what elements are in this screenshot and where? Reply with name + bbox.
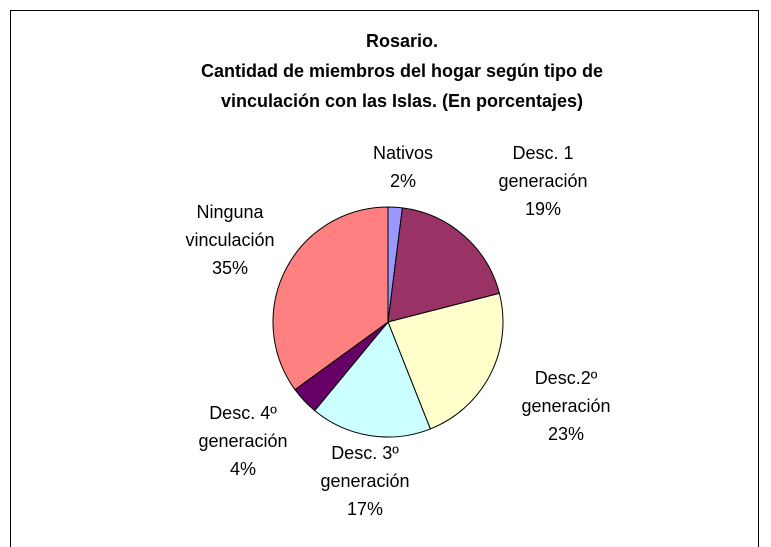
slice-value: 23% [547,424,585,444]
slice-name: Desc. 4º generación [198,403,288,451]
slice-label: Desc.2º generación 23% [501,364,631,448]
slice-value: 2% [389,171,416,191]
slice-name: Desc. 3º generación [320,443,410,491]
pie-slice [387,207,500,323]
slice-value: 17% [346,499,384,519]
chart-title: Cantidad de miembros del hogar según tip… [201,61,603,81]
pie-slice [387,292,504,430]
slice-label: Desc. 1 generación 19% [478,139,608,223]
slice-name: Nativos [372,143,434,163]
slice-label: Desc. 4º generación 4% [178,399,308,483]
slice-label: Nativos 2% [338,139,468,195]
slice-name: Desc. 1 generación [498,143,588,191]
pie-slice [272,206,389,391]
slice-value: 35% [211,258,249,278]
slice-label: Ninguna vinculación 35% [165,198,295,282]
slice-name: Ninguna vinculación [185,202,275,250]
slice-label: Desc. 3º generación 17% [300,439,430,523]
chart-title: Rosario. [366,31,438,51]
slice-value: 19% [524,199,562,219]
pie-slice [313,321,431,438]
slice-value: 4% [229,459,256,479]
chart-title: vinculación con las Islas. (En porcentaj… [221,91,583,111]
slice-name: Desc.2º generación [521,368,611,416]
